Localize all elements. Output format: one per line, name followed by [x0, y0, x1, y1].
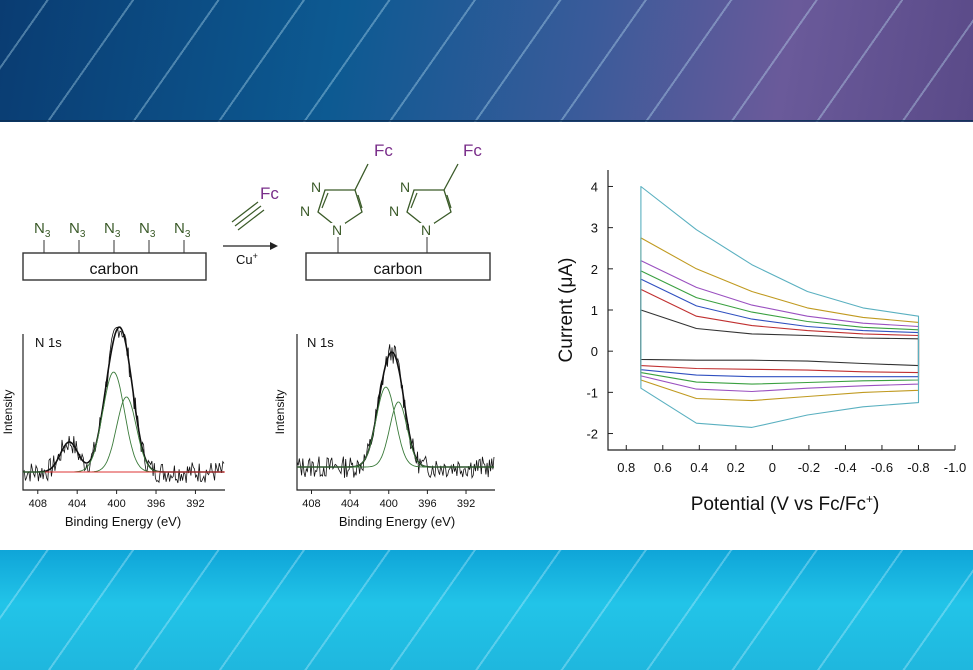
- cv-y-tick-label: 2: [591, 262, 598, 277]
- fc-label-1: Fc: [374, 141, 393, 160]
- svg-text:Intensity: Intensity: [1, 390, 15, 435]
- cv-y-tick-label: 3: [591, 221, 598, 236]
- fc-reagent-label: Fc: [260, 184, 279, 203]
- cv-y-tick-label: -2: [586, 427, 598, 442]
- carbon-label-left: carbon: [90, 261, 139, 278]
- reaction-scheme: carbon N3 N3 N3 N3 N3 Fc Cu+ carbon: [1, 141, 966, 529]
- svg-text:N3: N3: [34, 220, 51, 240]
- carbon-substrate-right: [305, 252, 491, 281]
- svg-text:N3: N3: [174, 220, 191, 240]
- xps-tick-label: 404: [341, 498, 359, 510]
- catalyst-label: Cu+: [236, 251, 258, 267]
- cv-xlabel: Potential (V vs Fc/Fc+): [691, 492, 880, 515]
- xps-tick-label: 392: [186, 498, 204, 510]
- cv-x-tick-label: 0.8: [617, 460, 635, 475]
- azide-5: N3: [174, 220, 191, 253]
- cv-y-tick-label: 4: [591, 179, 598, 194]
- carbon-substrate-left: [22, 252, 207, 281]
- xps-tick-label: 400: [107, 498, 125, 510]
- cv-x-tick-label: -0.4: [834, 460, 856, 475]
- azide-groups: N3 N3 N3 N3 N3: [34, 220, 191, 253]
- svg-text:Binding Energy (eV): Binding Energy (eV): [65, 514, 181, 529]
- svg-text:Intensity: Intensity: [273, 390, 287, 435]
- svg-text:N 1s: N 1s: [35, 335, 62, 350]
- cv-x-tick-label: 0: [769, 460, 776, 475]
- cv-x-tick-label: -0.6: [871, 460, 893, 475]
- xps-tick-label: 408: [302, 498, 320, 510]
- xps-tick-label: 396: [418, 498, 436, 510]
- header-background: [0, 0, 973, 122]
- cv-x-tick-label: 0.4: [690, 460, 708, 475]
- alkyne-reagent: Fc: [231, 184, 279, 231]
- svg-text:N: N: [311, 179, 321, 195]
- svg-text:N: N: [300, 203, 310, 219]
- cv-y-tick-label: -1: [586, 385, 598, 400]
- cv-axes: [607, 170, 955, 451]
- cv-x-tick-label: 0.2: [727, 460, 745, 475]
- svg-text:N: N: [400, 179, 410, 195]
- svg-text:N: N: [332, 222, 342, 238]
- azide-3: N3: [104, 220, 121, 253]
- cv-x-tick-label: 0.6: [654, 460, 672, 475]
- cv-y-tick-label: 1: [591, 303, 598, 318]
- azide-1: N3: [34, 220, 51, 253]
- xps-tick-label: 408: [29, 498, 47, 510]
- cv-series-4: [640, 270, 920, 385]
- azide-2: N3: [69, 220, 86, 253]
- carbon-label-right: carbon: [374, 261, 423, 278]
- triazole-2: N N N Fc: [389, 141, 482, 253]
- azide-4: N3: [139, 220, 156, 253]
- cv-x-tick-label: -1.0: [944, 460, 966, 475]
- svg-text:N: N: [389, 203, 399, 219]
- cv-y-tick-label: 0: [591, 344, 598, 359]
- triazole-1: N N N Fc: [300, 141, 393, 253]
- cv-chart: 4 3 2 1 0 -1 -2 0.8 0.6 0.4 0.2 0 -0.2 -0.4 -0.6 -0.8-…: [556, 170, 966, 515]
- svg-text:N 1s: N 1s: [307, 335, 334, 350]
- reaction-arrow: [223, 242, 278, 250]
- cv-ylabel: Current (μA): [556, 258, 577, 363]
- footer-background: [0, 550, 973, 670]
- xps-right-plot: N 1s Intensity Binding Energy (eV) 408 40…: [273, 334, 495, 529]
- cv-x-tick-label: -0.2: [798, 460, 820, 475]
- svg-text:N3: N3: [104, 220, 121, 240]
- cv-x-tick-label: -0.8: [907, 460, 929, 475]
- xps-tick-label: 404: [68, 498, 86, 510]
- svg-text:N3: N3: [139, 220, 156, 240]
- svg-text:Binding Energy (eV): Binding Energy (eV): [339, 514, 455, 529]
- cv-series-7: [640, 185, 920, 428]
- xps-left-plot: N 1s Intensity Binding Energy (eV) 408 40…: [1, 326, 225, 529]
- svg-text:N: N: [421, 222, 431, 238]
- fc-label-2: Fc: [463, 141, 482, 160]
- xps-tick-label: 396: [147, 498, 165, 510]
- xps-tick-label: 400: [380, 498, 398, 510]
- svg-text:N3: N3: [69, 220, 86, 240]
- figure-panel: carbon N3 N3 N3 N3 N3 Fc Cu+ carbon: [0, 122, 973, 550]
- xps-tick-label: 392: [457, 498, 475, 510]
